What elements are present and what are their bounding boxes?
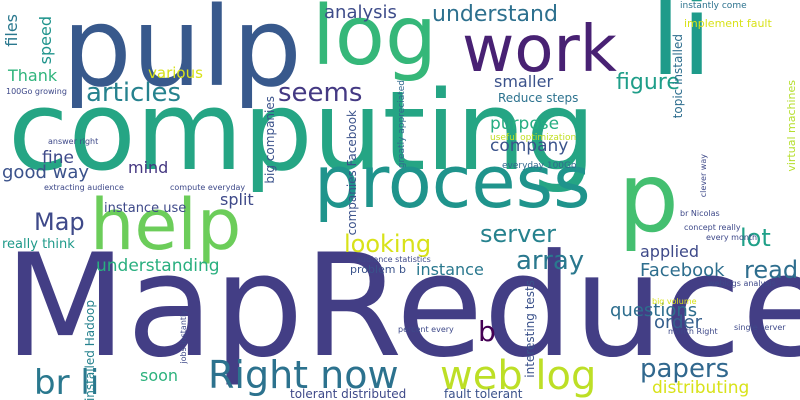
word-work: work	[462, 13, 617, 87]
word-greatly-appreciated: greatly appreciated	[397, 80, 407, 169]
word-installed-hadoop: installed Hadoop	[83, 300, 97, 400]
word-pulp: pulp	[62, 0, 302, 111]
word-array: array	[516, 246, 585, 276]
word-instance: instance	[416, 260, 484, 279]
word-reduce-steps: Reduce steps	[498, 91, 579, 105]
word-distributing: distributing	[652, 378, 750, 398]
word-everyday-100go: everyday 100Go	[502, 161, 577, 171]
word-split: split	[220, 190, 254, 209]
word-papers: papers	[640, 354, 730, 384]
word-extracting-audience: extracting audience	[44, 183, 124, 192]
word-concept-really: concept really	[684, 223, 741, 232]
word-mind: mind	[128, 158, 169, 177]
word-audience-statistics: audience statistics	[356, 255, 431, 264]
word-li: li	[650, 0, 713, 101]
word-good-way: good way	[2, 162, 90, 183]
word-big-volume: big volume	[652, 297, 697, 306]
word-map: Map	[34, 208, 85, 236]
word-answer-right: answer right	[48, 137, 99, 146]
word-purpose: purpose	[490, 114, 560, 134]
word-clever-way: clever way	[699, 154, 708, 198]
word-various: various	[148, 64, 203, 82]
word-applied: applied	[640, 242, 700, 261]
word-jobs-instantly: jobs instantly	[179, 310, 188, 364]
word-mapreduce: MapReduce	[4, 224, 800, 389]
word-topic-installed: topic installed	[671, 34, 685, 119]
word-seems: seems	[278, 78, 363, 108]
word-big-companies: big companies	[263, 96, 277, 184]
word-looking: looking	[344, 230, 432, 258]
word-month-right: month Right	[668, 327, 718, 336]
word-fault-tolerant: fault tolerant	[444, 387, 523, 400]
word-lot: lot	[740, 224, 771, 252]
word-weblogs-analysis: weblogs analysis	[708, 279, 776, 288]
word-server: server	[480, 220, 556, 248]
word-questions: questions	[610, 300, 698, 321]
word-really-think: really think	[2, 237, 75, 252]
word-problem-b: problem b	[350, 263, 406, 276]
word-p: p	[618, 142, 679, 254]
word-articles: articles	[86, 78, 182, 108]
word-interesting-tests: interesting tests	[523, 280, 537, 378]
word-useful-optimization: useful optimization	[490, 133, 577, 143]
word-compute-everyday: compute everyday	[170, 183, 246, 192]
word-fine: fine	[42, 148, 74, 168]
word-read: read	[744, 256, 799, 284]
word-help: help	[90, 184, 242, 266]
word-facebook: Facebook	[640, 260, 725, 281]
word-100go-growing: 100Go growing	[6, 87, 67, 96]
word-computing: computing	[8, 67, 596, 195]
word-order: order	[654, 312, 702, 333]
word-companies-facebook: companies Facebook	[345, 110, 359, 236]
word-instance-use: instance use	[104, 201, 187, 216]
word-percent-every: percent every	[398, 325, 454, 334]
word-files: files	[2, 14, 21, 47]
word-b: b	[478, 315, 496, 348]
word-figure: figure	[616, 70, 680, 95]
word-tolerant-distributed: tolerant distributed	[290, 387, 407, 400]
word-implement-fault: implement fault	[684, 17, 772, 30]
word-br-nicolas: br Nicolas	[680, 209, 720, 218]
word-thank: Thank	[8, 66, 58, 85]
word-web-log: web log	[440, 353, 597, 399]
word-instantly-come: instantly come	[680, 1, 747, 11]
word-soon: soon	[140, 366, 179, 385]
word-understanding: understanding	[96, 256, 220, 276]
word-single-server: single server	[734, 323, 786, 332]
word-br-li: br li	[34, 363, 100, 400]
word-log: log	[312, 0, 438, 84]
word-every-month: every month	[706, 233, 758, 242]
word-smaller: smaller	[494, 72, 554, 91]
word-speed: speed	[36, 16, 55, 65]
word-analysis: analysis	[324, 2, 397, 23]
word-process: process	[314, 140, 591, 224]
word-understand: understand	[432, 2, 558, 27]
word-virtual-machines: virtual machines	[785, 80, 798, 172]
word-right-now: Right now	[208, 353, 399, 397]
word-company: company	[490, 136, 569, 156]
